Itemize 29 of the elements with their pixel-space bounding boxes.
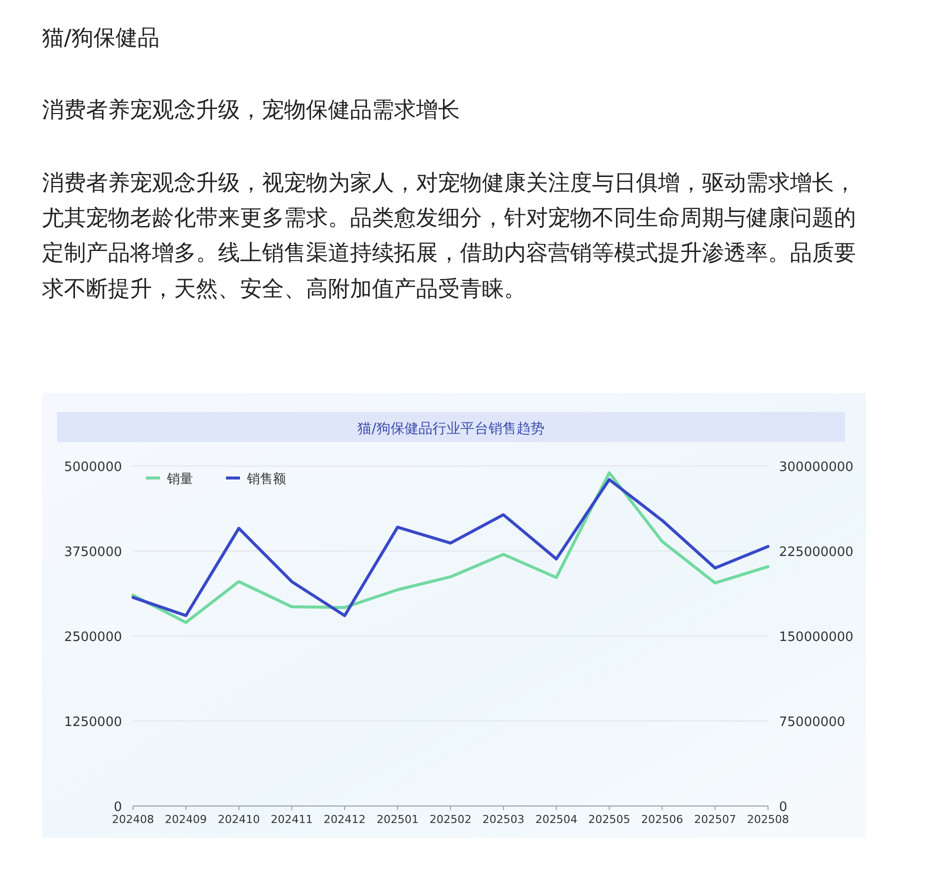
y2-tick-label: 75000000	[779, 715, 846, 730]
y-tick-label: 3750000	[64, 545, 122, 560]
y-tick-label: 5000000	[64, 460, 122, 475]
y-tick-label: 0	[114, 800, 122, 815]
y-tick-label: 1250000	[64, 715, 122, 730]
x-tick-label: 202507	[694, 813, 736, 826]
x-tick-label: 202503	[482, 813, 524, 826]
chart-title: 猫/狗保健品	[42, 25, 160, 53]
y2-tick-label: 150000000	[779, 630, 854, 645]
x-tick-label: 202506	[641, 813, 684, 826]
y2-tick-label: 0	[779, 800, 788, 815]
y2-tick-label: 300000000	[779, 460, 854, 475]
x-tick-label: 202508	[747, 813, 789, 826]
x-tick-label: 202409	[164, 813, 207, 826]
x-tick-label: 202501	[376, 813, 419, 826]
x-tick-label: 202504	[535, 813, 578, 826]
chart-subtitle: 消费者养宠观念升级，宠物保健品需求增长	[42, 97, 461, 125]
legend-label: 销售额	[246, 472, 286, 487]
text: 消费者养宠观念升级，视宠物为家人，对宠物健康关注度与日俱增，驱动需求增长，尤其宠物老龄化带来更多需求。品类愈发细分，针对宠物不同生命周期与健康问题的定制产品将增多。线上销售渠道持续拓展，借助内容营销等模式提升渗透率。品质要求不断提升，天然、安全、高附加值产品受青睐。	[42, 170, 857, 304]
x-tick-label: 202505	[588, 813, 630, 826]
text: 猫/狗保健品行业平台销售趋势	[358, 421, 544, 437]
x-tick-label: 202410	[218, 813, 260, 826]
x-tick-label: 202502	[430, 813, 472, 826]
x-tick-label: 202411	[270, 813, 313, 826]
legend-label: 销量	[166, 472, 193, 487]
x-tick-label: 202408	[112, 813, 154, 826]
y2-tick-label: 225000000	[779, 545, 854, 560]
x-tick-label: 202412	[324, 813, 366, 826]
y-tick-label: 2500000	[64, 630, 122, 645]
